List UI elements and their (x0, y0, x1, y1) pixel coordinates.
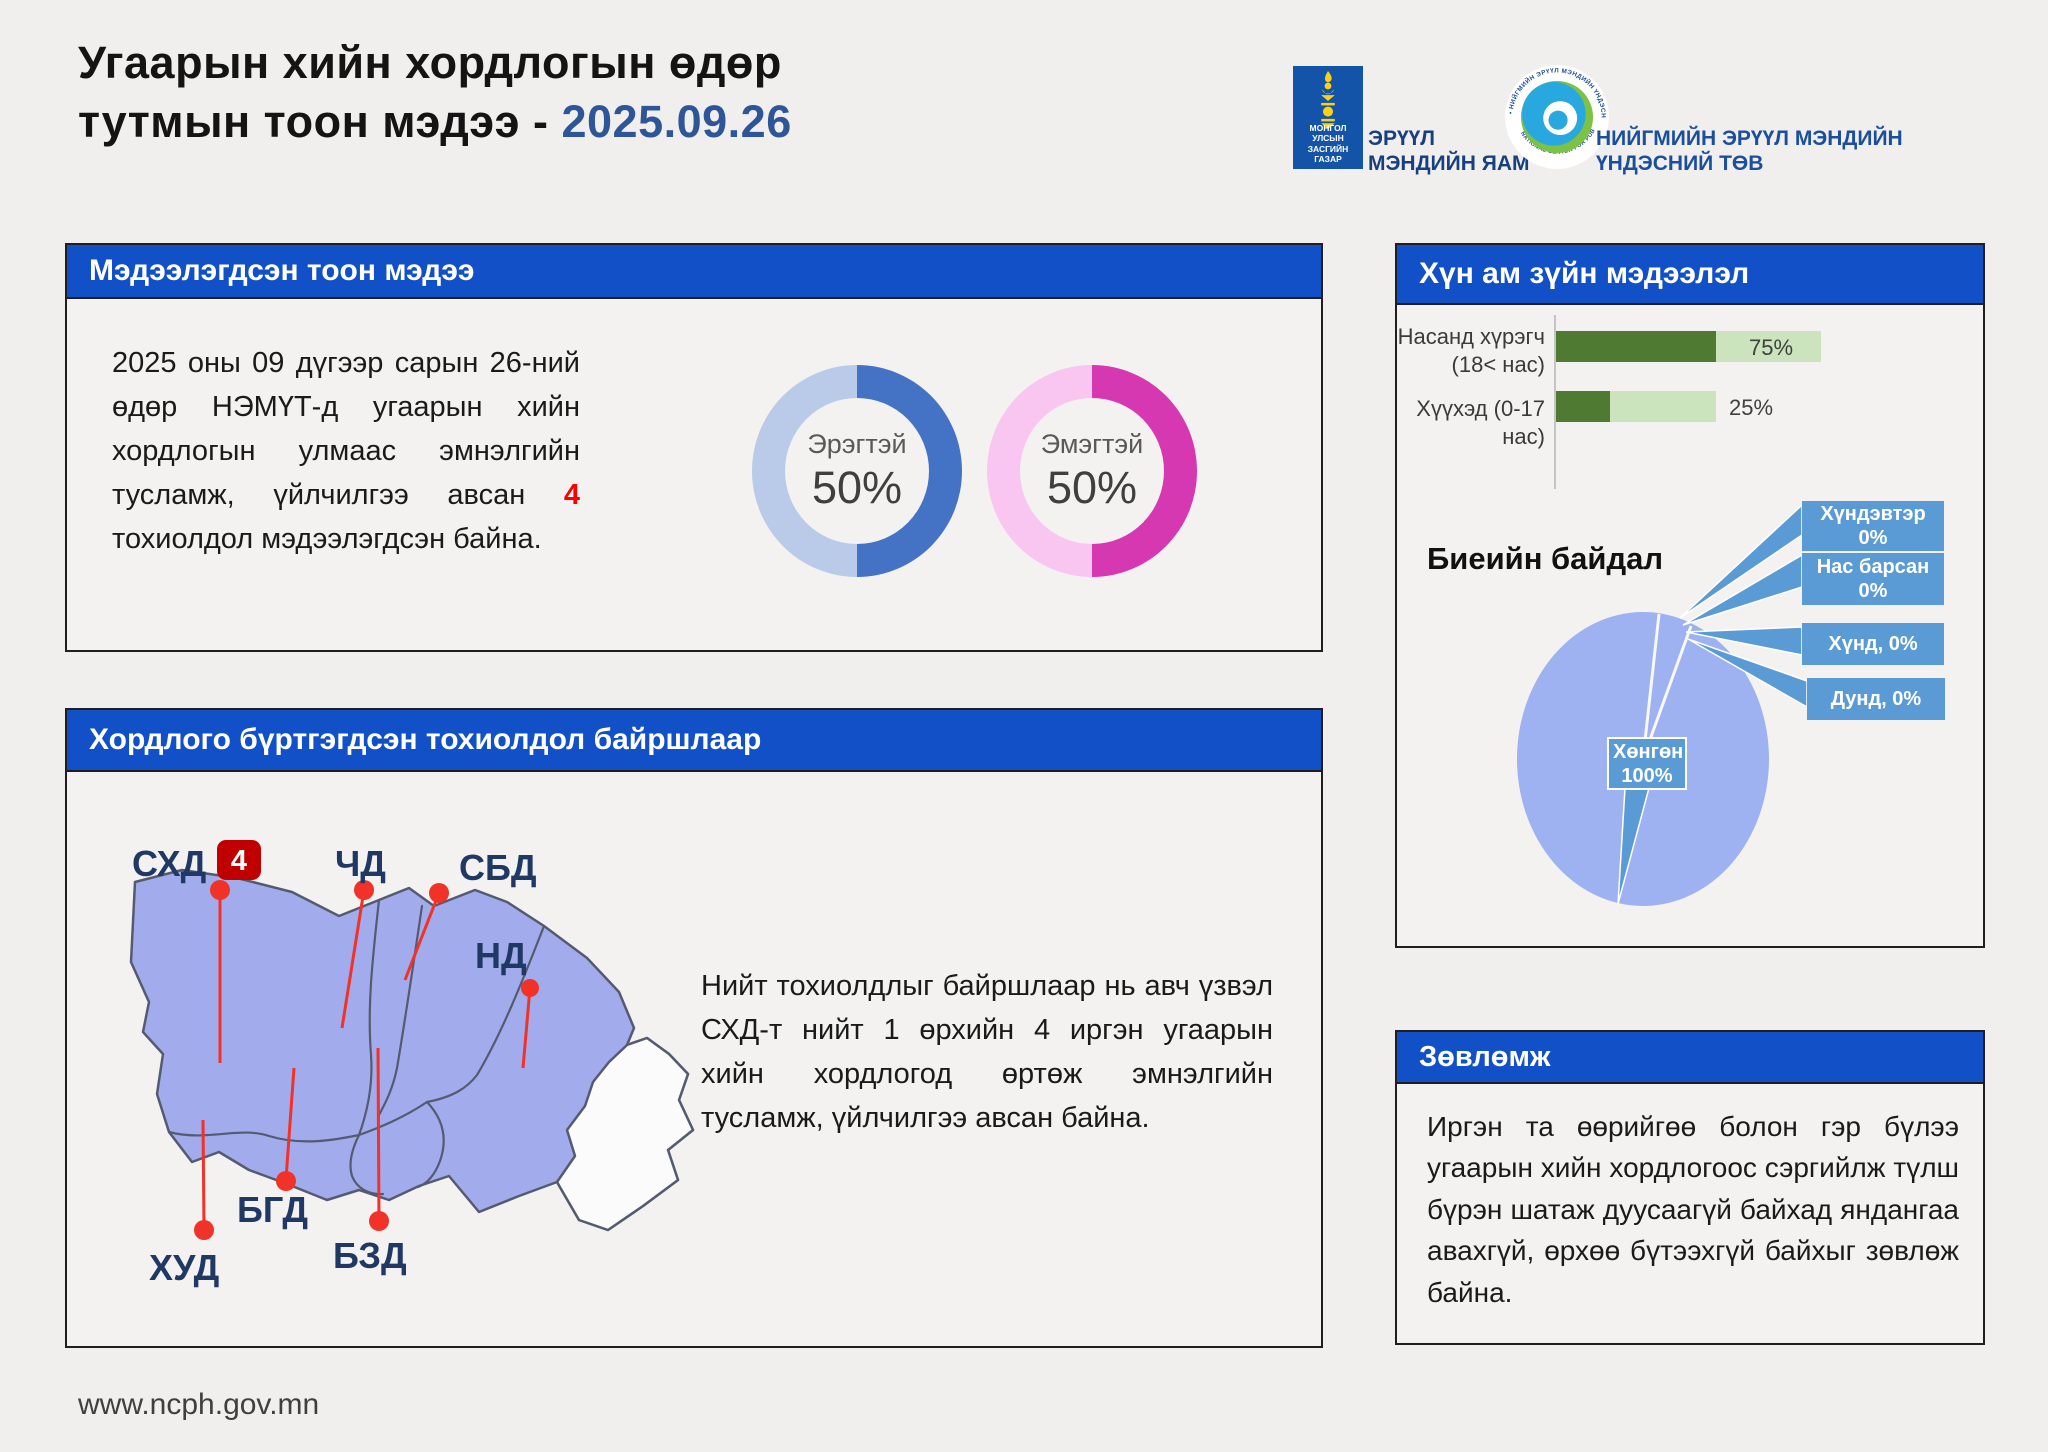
district-label-bgd: БГД (237, 1189, 308, 1230)
bar-label-child: Хүүхэд (0-17 нас) (1416, 396, 1545, 450)
bar-value-child: 25% (1729, 395, 1774, 420)
male-donut-chart: Эрэгтэй 50% (752, 365, 962, 577)
footer-website-link[interactable]: www.ncph.gov.mn (78, 1388, 320, 1421)
bar-chart-axis (1554, 315, 1556, 489)
female-donut-chart: Эмэгтэй 50% (987, 365, 1197, 577)
severity-pie-title: Биеийн байдал (1427, 541, 1664, 576)
bar-track-child (1556, 391, 1716, 422)
district-label-chd: ЧД (335, 843, 386, 884)
callout-khundevter: Хүндэвтэр 0% (1802, 501, 1944, 551)
skhd-count-value: 4 (231, 845, 247, 877)
page-title: Угаарын хийн хордлогын өдөр тутмын тоон … (78, 34, 792, 151)
skhd-count-badge (217, 840, 261, 880)
ncph-logo-icon: • НИЙГМИЙН ЭРҮҮЛ МЭНДИЙН ҮНДЭСНИЙ ТӨВ • … (1504, 64, 1609, 169)
district-map: СХД 4 ЧД СБД НД БГД БЗД ХУД (129, 840, 695, 1288)
reported-cases-panel: Мэдээлэгдсэн тоон мэдээ 2025 оны 09 дүгэ… (65, 243, 1323, 652)
male-donut-value: 50% (811, 461, 903, 513)
advice-text: Иргэн та өөрийгөө болон гэр бүлээ угаары… (1427, 1111, 1959, 1308)
callout-khungun: Хөнгөн 100% (1607, 737, 1687, 790)
female-donut-value: 50% (1046, 461, 1138, 513)
pie-zero-slice-lines (1641, 613, 1693, 760)
callout-nas-barsan: Нас барсан 0% (1802, 553, 1944, 605)
government-logo-caption: МОНГОЛ УЛСЫН ЗАСГИЙН ГАЗАР (1307, 122, 1349, 165)
bar-value-adult: 75% (1749, 335, 1794, 360)
district-label-sbd: СБД (459, 847, 537, 888)
page-title-line2: тутмын тоон мэдээ - (78, 95, 562, 147)
bar-fill-adult (1556, 331, 1716, 362)
district-nd-shape (555, 1036, 695, 1232)
callout-dund: Дунд, 0% (1807, 678, 1945, 720)
reported-cases-text: 2025 оны 09 дүгээр сарын 26-ний өдөр НЭМ… (112, 347, 580, 556)
advice-panel-title: Зөвлөмж (1397, 1032, 1983, 1084)
ministry-of-health-label: ЭРҮҮЛ МЭНДИЙН ЯАМ (1368, 127, 1530, 176)
location-panel-title: Хордлого бүртгэгдсэн тохиолдол байршлаар (67, 710, 1321, 772)
demographics-panel-title: Хүн ам зүйн мэдээлэл (1397, 245, 1983, 305)
map-pin-dots (194, 880, 539, 1240)
map-pins (201, 889, 532, 1229)
district-label-skhd: СХД (132, 843, 206, 884)
district-label-nd: НД (475, 935, 527, 976)
ncph-name-label: НИЙГМИЙН ЭРҮҮЛ МЭНДИЙН ҮНДЭСНИЙ ТӨВ (1596, 127, 1903, 176)
location-panel: Хордлого бүртгэгдсэн тохиолдол байршлаар (65, 708, 1323, 1348)
male-donut-label: Эрэгтэй (807, 428, 907, 459)
report-date: 2025.09.26 (561, 95, 792, 147)
soyombo-icon (1321, 70, 1335, 130)
case-count-value: 4 (563, 479, 580, 512)
pie-callout-connectors (1617, 503, 1808, 905)
gender-donut-charts: Эрэгтэй 50% Эмэгтэй 50% (752, 365, 1197, 577)
district-borders (167, 898, 546, 1196)
page-title-line1: Угаарын хийн хордлогын өдөр (78, 37, 782, 88)
bar-track-adult (1556, 331, 1821, 362)
female-donut-label: Эмэгтэй (1040, 428, 1144, 459)
district-label-bzd: БЗД (333, 1235, 407, 1276)
demographics-panel: Хүн ам зүйн мэдээлэл Насанд хүрэгч (18< … (1395, 243, 1985, 948)
callout-khund: Хүнд, 0% (1802, 623, 1944, 665)
district-label-khud: ХУД (149, 1247, 219, 1288)
government-logo: МОНГОЛ УЛСЫН ЗАСГИЙН ГАЗАР (1293, 66, 1363, 169)
advice-panel: Зөвлөмж Иргэн та өөрийгөө болон гэр бүлэ… (1395, 1030, 1985, 1345)
reported-cases-panel-title: Мэдээлэгдсэн тоон мэдээ (67, 245, 1321, 299)
bar-fill-child (1556, 391, 1610, 422)
location-note-text: Нийт тохиолдлыг байршлаар нь авч үзвэл С… (701, 970, 1273, 1135)
bar-label-adult: Насанд хүрэгч (18< нас) (1397, 324, 1545, 378)
